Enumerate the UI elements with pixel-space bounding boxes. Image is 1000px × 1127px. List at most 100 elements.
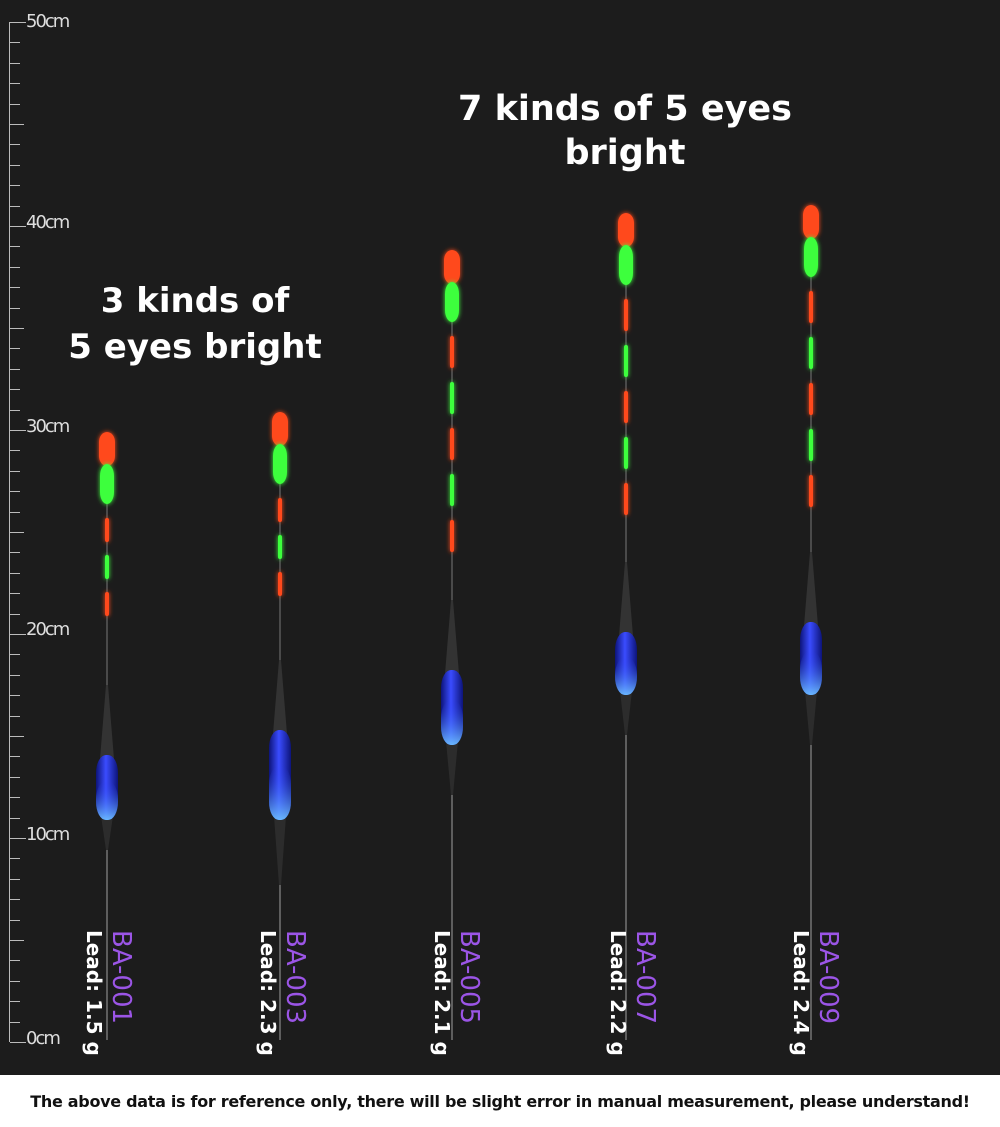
float-stem bbox=[805, 691, 817, 745]
segment-light bbox=[278, 498, 282, 522]
ruler-tick bbox=[10, 62, 20, 64]
float-stem bbox=[446, 741, 458, 795]
ruler-tick bbox=[10, 103, 20, 105]
ruler-tick bbox=[10, 878, 20, 880]
ruler-tick bbox=[10, 348, 20, 350]
green-tip-light bbox=[273, 444, 287, 484]
red-tip-light bbox=[803, 205, 819, 239]
segment-light bbox=[624, 437, 628, 469]
ruler-tick bbox=[10, 226, 26, 227]
ruler-tick bbox=[10, 409, 20, 411]
float-body-highlight bbox=[441, 700, 463, 745]
float-stem bbox=[620, 691, 632, 735]
ruler-tick bbox=[10, 287, 20, 289]
segment-light bbox=[450, 520, 454, 552]
ruler-tick bbox=[10, 22, 26, 23]
lead-label: Lead: 2.3 g bbox=[256, 930, 280, 1056]
ruler-tick bbox=[10, 756, 20, 758]
ruler-tick bbox=[10, 980, 20, 982]
float-body-highlight bbox=[269, 766, 291, 820]
segment-light bbox=[809, 291, 813, 323]
segment-light bbox=[624, 391, 628, 423]
headline-seven-kinds: 7 kinds of 5 eyes bright bbox=[458, 89, 792, 173]
ruler-tick bbox=[10, 1001, 20, 1003]
float-neck bbox=[804, 552, 818, 626]
float-2 bbox=[269, 412, 291, 1040]
product-image: 50cm 40cm 30cm 20cm 10cm 0cm 7 kinds of … bbox=[0, 0, 1000, 1075]
segment-light bbox=[450, 382, 454, 414]
green-tip-light bbox=[445, 282, 459, 322]
ruler-tick bbox=[10, 450, 20, 452]
segment-light bbox=[105, 555, 109, 579]
disclaimer-text: The above data is for reference only, th… bbox=[30, 1091, 970, 1111]
ruler-tick bbox=[10, 817, 20, 819]
ruler-tick bbox=[10, 960, 20, 962]
ruler-tick bbox=[10, 328, 24, 329]
lead-label: Lead: 2.1 g bbox=[430, 930, 454, 1056]
disclaimer-bar: The above data is for reference only, th… bbox=[0, 1075, 1000, 1127]
lead-label: Lead: 2.4 g bbox=[789, 930, 813, 1056]
ruler-tick bbox=[10, 266, 20, 268]
ruler-tick bbox=[10, 674, 20, 676]
ruler-tick bbox=[10, 736, 24, 737]
float-body-highlight bbox=[96, 781, 118, 820]
ruler-tick bbox=[10, 572, 20, 574]
model-label: BA-003 bbox=[280, 930, 310, 1025]
float-neck bbox=[445, 600, 459, 674]
ruler-tick bbox=[10, 838, 26, 839]
float-1 bbox=[96, 432, 118, 1040]
lead-label: Lead: 2.2 g bbox=[606, 930, 630, 1056]
red-tip-light bbox=[618, 213, 634, 247]
segment-light bbox=[278, 572, 282, 596]
ruler-label-10: 10cm bbox=[26, 824, 70, 845]
ruler-tick bbox=[10, 715, 20, 717]
ruler-label-0: 0cm bbox=[26, 1028, 61, 1049]
segment-light bbox=[450, 428, 454, 460]
ruler-tick bbox=[10, 185, 20, 187]
headline-three-line-1: 3 kinds of bbox=[100, 281, 290, 321]
red-tip-light bbox=[99, 432, 115, 466]
ruler-tick bbox=[10, 83, 20, 85]
segment-light bbox=[105, 518, 109, 542]
segment-light bbox=[624, 345, 628, 377]
ruler-tick bbox=[10, 654, 20, 656]
ruler-tick bbox=[10, 695, 20, 697]
model-label: BA-009 bbox=[813, 930, 843, 1025]
headline-three-line-2: 5 eyes bright bbox=[68, 327, 322, 367]
ruler-tick bbox=[10, 613, 20, 615]
float-neck bbox=[619, 562, 633, 636]
ruler-tick bbox=[10, 164, 20, 166]
float-5 bbox=[800, 205, 822, 1040]
segment-light bbox=[809, 429, 813, 461]
segment-light bbox=[809, 475, 813, 507]
ruler-label-30: 30cm bbox=[26, 416, 70, 437]
ruler-tick bbox=[10, 389, 20, 391]
float-3 bbox=[441, 250, 463, 1040]
segment-light bbox=[624, 299, 628, 331]
ruler-tick bbox=[10, 124, 24, 125]
float-4 bbox=[615, 213, 637, 1040]
ruler-label-50: 50cm bbox=[26, 11, 70, 32]
float-body-highlight bbox=[800, 651, 822, 695]
ruler-tick bbox=[10, 919, 20, 921]
ruler-tick bbox=[10, 532, 24, 533]
green-tip-light bbox=[619, 245, 633, 285]
red-tip-light bbox=[444, 250, 460, 284]
ruler-tick bbox=[10, 205, 20, 207]
ruler-tick bbox=[10, 511, 20, 513]
ruler-tick bbox=[10, 899, 20, 901]
model-label: BA-005 bbox=[454, 930, 484, 1025]
ruler-tick bbox=[10, 552, 20, 554]
ruler-tick bbox=[10, 246, 20, 248]
float-stem bbox=[274, 816, 286, 885]
float-body-highlight bbox=[615, 657, 637, 695]
ruler-tick bbox=[10, 776, 20, 778]
float-neck bbox=[273, 660, 287, 734]
float-stem bbox=[101, 816, 113, 850]
segment-light bbox=[450, 474, 454, 506]
ruler-tick bbox=[10, 593, 20, 595]
ruler-tick bbox=[10, 42, 20, 44]
ruler-tick bbox=[10, 858, 20, 860]
ruler-tick bbox=[10, 307, 20, 309]
ruler-tick bbox=[10, 940, 24, 941]
